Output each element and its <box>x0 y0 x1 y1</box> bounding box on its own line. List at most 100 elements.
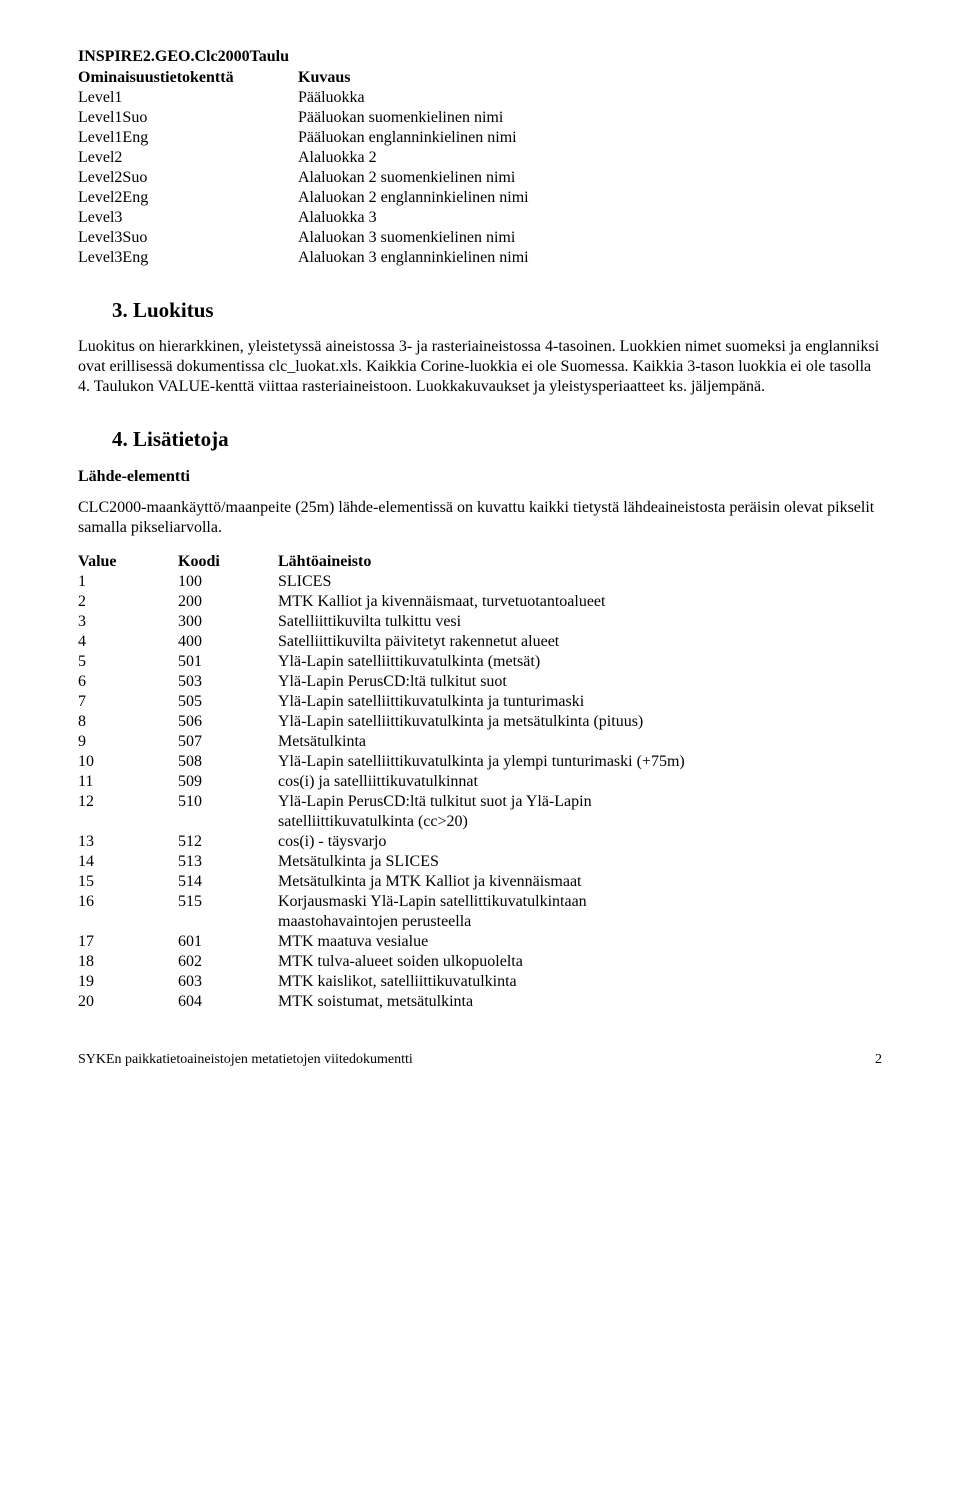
source-cell-lahto: Ylä-Lapin satelliittikuvatulkinta (metsä… <box>278 652 882 672</box>
props-cell-desc: Pääluokan suomenkielinen nimi <box>298 108 882 128</box>
source-cell-lahto: Ylä-Lapin PerusCD:ltä tulkitut suot ja Y… <box>278 792 882 812</box>
source-row: 13512cos(i) - täysvarjo <box>78 832 882 852</box>
source-cell-koodi: 514 <box>178 872 278 892</box>
source-cell-value: 16 <box>78 892 178 912</box>
source-table-header: Value Koodi Lähtöaineisto <box>78 552 882 572</box>
source-row: 5501Ylä-Lapin satelliittikuvatulkinta (m… <box>78 652 882 672</box>
source-row: 1100SLICES <box>78 572 882 592</box>
section-4-subheading: Lähde-elementti <box>78 468 882 486</box>
source-row: 16515Korjausmaski Ylä-Lapin satellittiku… <box>78 892 882 912</box>
col-lahto: Lähtöaineisto <box>278 552 882 572</box>
source-cell-value: 12 <box>78 792 178 812</box>
source-row: 18602MTK tulva-alueet soiden ulkopuolelt… <box>78 952 882 972</box>
props-cell-name: Level2Eng <box>78 188 298 208</box>
props-cell-name: Level2 <box>78 148 298 168</box>
source-cell-value: 9 <box>78 732 178 752</box>
source-cell-lahto: MTK soistumat, metsätulkinta <box>278 992 882 1012</box>
source-cell-value: 7 <box>78 692 178 712</box>
source-cell-lahto: MTK kaislikot, satelliittikuvatulkinta <box>278 972 882 992</box>
source-cell-value: 5 <box>78 652 178 672</box>
source-cell-koodi: 506 <box>178 712 278 732</box>
source-cell-lahto: Ylä-Lapin satelliittikuvatulkinta ja yle… <box>278 752 882 772</box>
source-cell-koodi: 602 <box>178 952 278 972</box>
source-cell-koodi: 604 <box>178 992 278 1012</box>
col-value: Value <box>78 552 178 572</box>
source-cell-lahto: cos(i) - täysvarjo <box>278 832 882 852</box>
source-cell-koodi: 603 <box>178 972 278 992</box>
source-row: 7505Ylä-Lapin satelliittikuvatulkinta ja… <box>78 692 882 712</box>
source-cell-lahto: MTK Kalliot ja kivennäismaat, turvetuota… <box>278 592 882 612</box>
source-cell-lahto: MTK tulva-alueet soiden ulkopuolelta <box>278 952 882 972</box>
source-cell-koodi: 507 <box>178 732 278 752</box>
source-cell-koodi: 300 <box>178 612 278 632</box>
source-cell-value: 10 <box>78 752 178 772</box>
source-cell-koodi: 503 <box>178 672 278 692</box>
source-row: 14513Metsätulkinta ja SLICES <box>78 852 882 872</box>
props-cell-desc: Alaluokan 3 englanninkielinen nimi <box>298 248 882 268</box>
source-cell-koodi: 400 <box>178 632 278 652</box>
props-row: Level2EngAlaluokan 2 englanninkielinen n… <box>78 188 882 208</box>
props-cell-name: Level3Eng <box>78 248 298 268</box>
source-row: 19603MTK kaislikot, satelliittikuvatulki… <box>78 972 882 992</box>
source-cell-value: 14 <box>78 852 178 872</box>
source-cell-value: 13 <box>78 832 178 852</box>
props-row: Level3Alaluokka 3 <box>78 208 882 228</box>
source-cell-lahto: SLICES <box>278 572 882 592</box>
source-cell-lahto: cos(i) ja satelliittikuvatulkinnat <box>278 772 882 792</box>
props-row: Level1Pääluokka <box>78 88 882 108</box>
source-cell-lahto: Ylä-Lapin PerusCD:ltä tulkitut suot <box>278 672 882 692</box>
section-3-para: Luokitus on hierarkkinen, yleistetyssä a… <box>78 337 882 397</box>
source-cell-value: 18 <box>78 952 178 972</box>
props-header-row: Ominaisuustietokenttä Kuvaus <box>78 68 882 88</box>
section-4-para: CLC2000-maankäyttö/maanpeite (25m) lähde… <box>78 498 882 538</box>
source-row: 6503Ylä-Lapin PerusCD:ltä tulkitut suot <box>78 672 882 692</box>
source-cell-koodi: 513 <box>178 852 278 872</box>
source-cell-lahto: Metsätulkinta ja MTK Kalliot ja kivennäi… <box>278 872 882 892</box>
page-footer: SYKEn paikkatietoaineistojen metatietoje… <box>78 1052 882 1068</box>
props-row: Level3SuoAlaluokan 3 suomenkielinen nimi <box>78 228 882 248</box>
props-cell-name: Level1 <box>78 88 298 108</box>
source-cell-koodi: 601 <box>178 932 278 952</box>
source-cell-lahto-cont: satelliittikuvatulkinta (cc>20) <box>78 812 882 832</box>
props-cell-desc: Pääluokan englanninkielinen nimi <box>298 128 882 148</box>
source-row: 15514Metsätulkinta ja MTK Kalliot ja kiv… <box>78 872 882 892</box>
source-cell-koodi: 509 <box>178 772 278 792</box>
source-row: 12510Ylä-Lapin PerusCD:ltä tulkitut suot… <box>78 792 882 812</box>
source-cell-value: 3 <box>78 612 178 632</box>
props-cell-desc: Pääluokka <box>298 88 882 108</box>
props-row: Level1SuoPääluokan suomenkielinen nimi <box>78 108 882 128</box>
props-header-right: Kuvaus <box>298 68 882 88</box>
source-cell-lahto: Metsätulkinta <box>278 732 882 752</box>
source-cell-value: 20 <box>78 992 178 1012</box>
source-cell-value: 4 <box>78 632 178 652</box>
source-cell-koodi: 515 <box>178 892 278 912</box>
source-cell-koodi: 100 <box>178 572 278 592</box>
section-3-heading: 3. Luokitus <box>112 298 882 323</box>
source-cell-koodi: 512 <box>178 832 278 852</box>
props-cell-desc: Alaluokka 3 <box>298 208 882 228</box>
source-cell-lahto: Satelliittikuvilta päivitetyt rakennetut… <box>278 632 882 652</box>
props-cell-desc: Alaluokan 2 englanninkielinen nimi <box>298 188 882 208</box>
source-cell-lahto: MTK maatuva vesialue <box>278 932 882 952</box>
col-koodi: Koodi <box>178 552 278 572</box>
props-cell-desc: Alaluokan 2 suomenkielinen nimi <box>298 168 882 188</box>
props-row: Level1EngPääluokan englanninkielinen nim… <box>78 128 882 148</box>
table-title: INSPIRE2.GEO.Clc2000Taulu <box>78 48 882 66</box>
source-cell-value: 1 <box>78 572 178 592</box>
props-header-left: Ominaisuustietokenttä <box>78 68 298 88</box>
props-cell-desc: Alaluokan 3 suomenkielinen nimi <box>298 228 882 248</box>
props-cell-name: Level2Suo <box>78 168 298 188</box>
source-cell-lahto: Ylä-Lapin satelliittikuvatulkinta ja tun… <box>278 692 882 712</box>
source-row: 3300Satelliittikuvilta tulkittu vesi <box>78 612 882 632</box>
source-cell-lahto: Korjausmaski Ylä-Lapin satellittikuvatul… <box>278 892 882 912</box>
source-row: 9507Metsätulkinta <box>78 732 882 752</box>
source-row: 20604MTK soistumat, metsätulkinta <box>78 992 882 1012</box>
source-cell-value: 15 <box>78 872 178 892</box>
source-cell-lahto: Satelliittikuvilta tulkittu vesi <box>278 612 882 632</box>
props-cell-name: Level1Suo <box>78 108 298 128</box>
source-cell-koodi: 510 <box>178 792 278 812</box>
source-cell-koodi: 200 <box>178 592 278 612</box>
source-row: 8506Ylä-Lapin satelliittikuvatulkinta ja… <box>78 712 882 732</box>
source-row: 4400Satelliittikuvilta päivitetyt rakenn… <box>78 632 882 652</box>
footer-page-number: 2 <box>875 1052 882 1068</box>
